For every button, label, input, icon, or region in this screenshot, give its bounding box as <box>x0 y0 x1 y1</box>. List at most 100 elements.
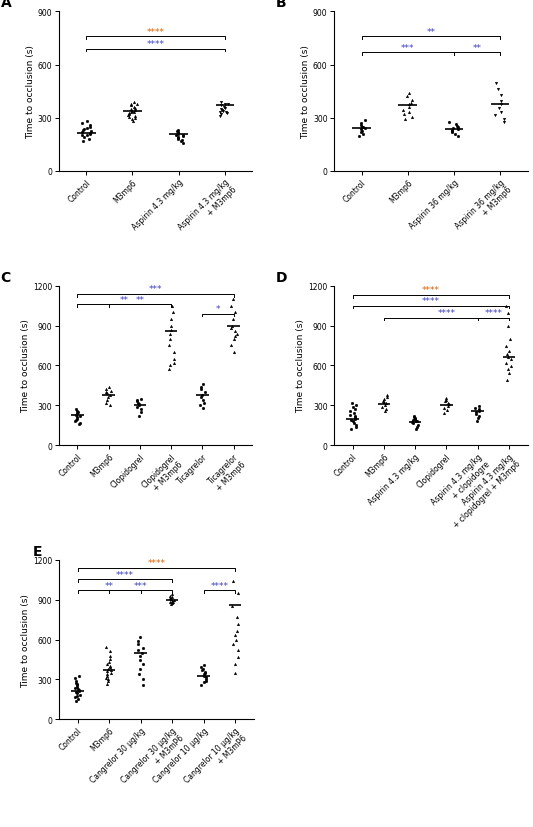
Point <box>106 399 115 413</box>
Point <box>382 391 391 404</box>
Point <box>411 413 419 426</box>
Point <box>201 386 210 399</box>
Point <box>102 396 111 409</box>
Point <box>71 686 80 699</box>
Point <box>133 401 141 414</box>
Point <box>355 131 364 144</box>
Point <box>197 664 206 677</box>
Text: ****: **** <box>211 581 228 590</box>
Point <box>502 356 511 370</box>
Point <box>442 404 451 417</box>
Point <box>351 413 360 426</box>
Point <box>166 359 174 372</box>
Point <box>71 695 80 708</box>
Point <box>134 644 143 657</box>
Point <box>166 596 174 609</box>
Point <box>104 391 112 404</box>
Text: ***: *** <box>134 581 147 590</box>
Point <box>80 123 88 136</box>
Text: E: E <box>33 544 43 558</box>
Text: **: ** <box>120 295 129 304</box>
Point <box>504 351 512 364</box>
Point <box>72 413 81 426</box>
Point <box>405 87 414 100</box>
Point <box>472 408 481 421</box>
Point <box>78 126 86 139</box>
Point <box>103 665 112 678</box>
Point <box>86 128 94 141</box>
Text: B: B <box>276 0 286 11</box>
Point <box>351 409 359 423</box>
Point <box>491 109 499 122</box>
Point <box>167 588 176 601</box>
Point <box>216 110 225 123</box>
Point <box>102 394 111 407</box>
Point <box>165 327 174 341</box>
Point <box>400 108 408 122</box>
Point <box>197 391 205 404</box>
Point <box>197 389 206 402</box>
Point <box>499 117 508 130</box>
Point <box>413 420 421 433</box>
Point <box>174 128 182 141</box>
Point <box>349 415 357 428</box>
Point <box>497 98 505 112</box>
Point <box>125 108 133 122</box>
Point <box>136 393 145 406</box>
Point <box>104 673 112 686</box>
Point <box>233 587 242 600</box>
Text: D: D <box>276 270 287 284</box>
Point <box>474 399 483 413</box>
Point <box>228 319 236 332</box>
Text: ****: **** <box>116 570 134 579</box>
Point <box>133 98 141 111</box>
Point <box>440 402 448 415</box>
Point <box>228 600 237 613</box>
Point <box>200 658 208 672</box>
Point <box>139 673 147 686</box>
Point <box>174 132 182 146</box>
Text: *: * <box>216 304 220 313</box>
Point <box>71 409 80 422</box>
Point <box>126 103 135 117</box>
Point <box>125 111 134 124</box>
Point <box>230 306 239 319</box>
Point <box>71 414 80 427</box>
Point <box>504 307 512 320</box>
Point <box>86 127 94 141</box>
Point <box>403 91 411 104</box>
Point <box>83 122 92 136</box>
Point <box>174 124 183 137</box>
Point <box>411 412 419 425</box>
Point <box>166 592 174 605</box>
Point <box>221 103 229 116</box>
Point <box>74 682 83 696</box>
Point <box>497 106 506 119</box>
Point <box>497 95 505 108</box>
Point <box>199 668 208 681</box>
Point <box>499 112 508 126</box>
Point <box>201 674 210 687</box>
Point <box>71 674 80 687</box>
Point <box>164 363 173 376</box>
Point <box>82 116 91 129</box>
Point <box>128 105 136 118</box>
Point <box>454 123 462 136</box>
Point <box>409 418 417 431</box>
Point <box>200 666 209 679</box>
Y-axis label: Time to occlusion (s): Time to occlusion (s) <box>21 319 30 413</box>
Point <box>351 411 360 424</box>
Point <box>216 106 225 119</box>
Point <box>497 89 505 103</box>
Text: **: ** <box>426 27 435 36</box>
Text: ***: *** <box>149 284 162 294</box>
Point <box>79 135 87 148</box>
Point <box>401 114 409 127</box>
Point <box>357 123 366 136</box>
Point <box>202 671 211 684</box>
Point <box>167 323 175 337</box>
Point <box>174 126 182 139</box>
Point <box>443 397 452 410</box>
Point <box>443 399 452 413</box>
Point <box>106 645 114 658</box>
